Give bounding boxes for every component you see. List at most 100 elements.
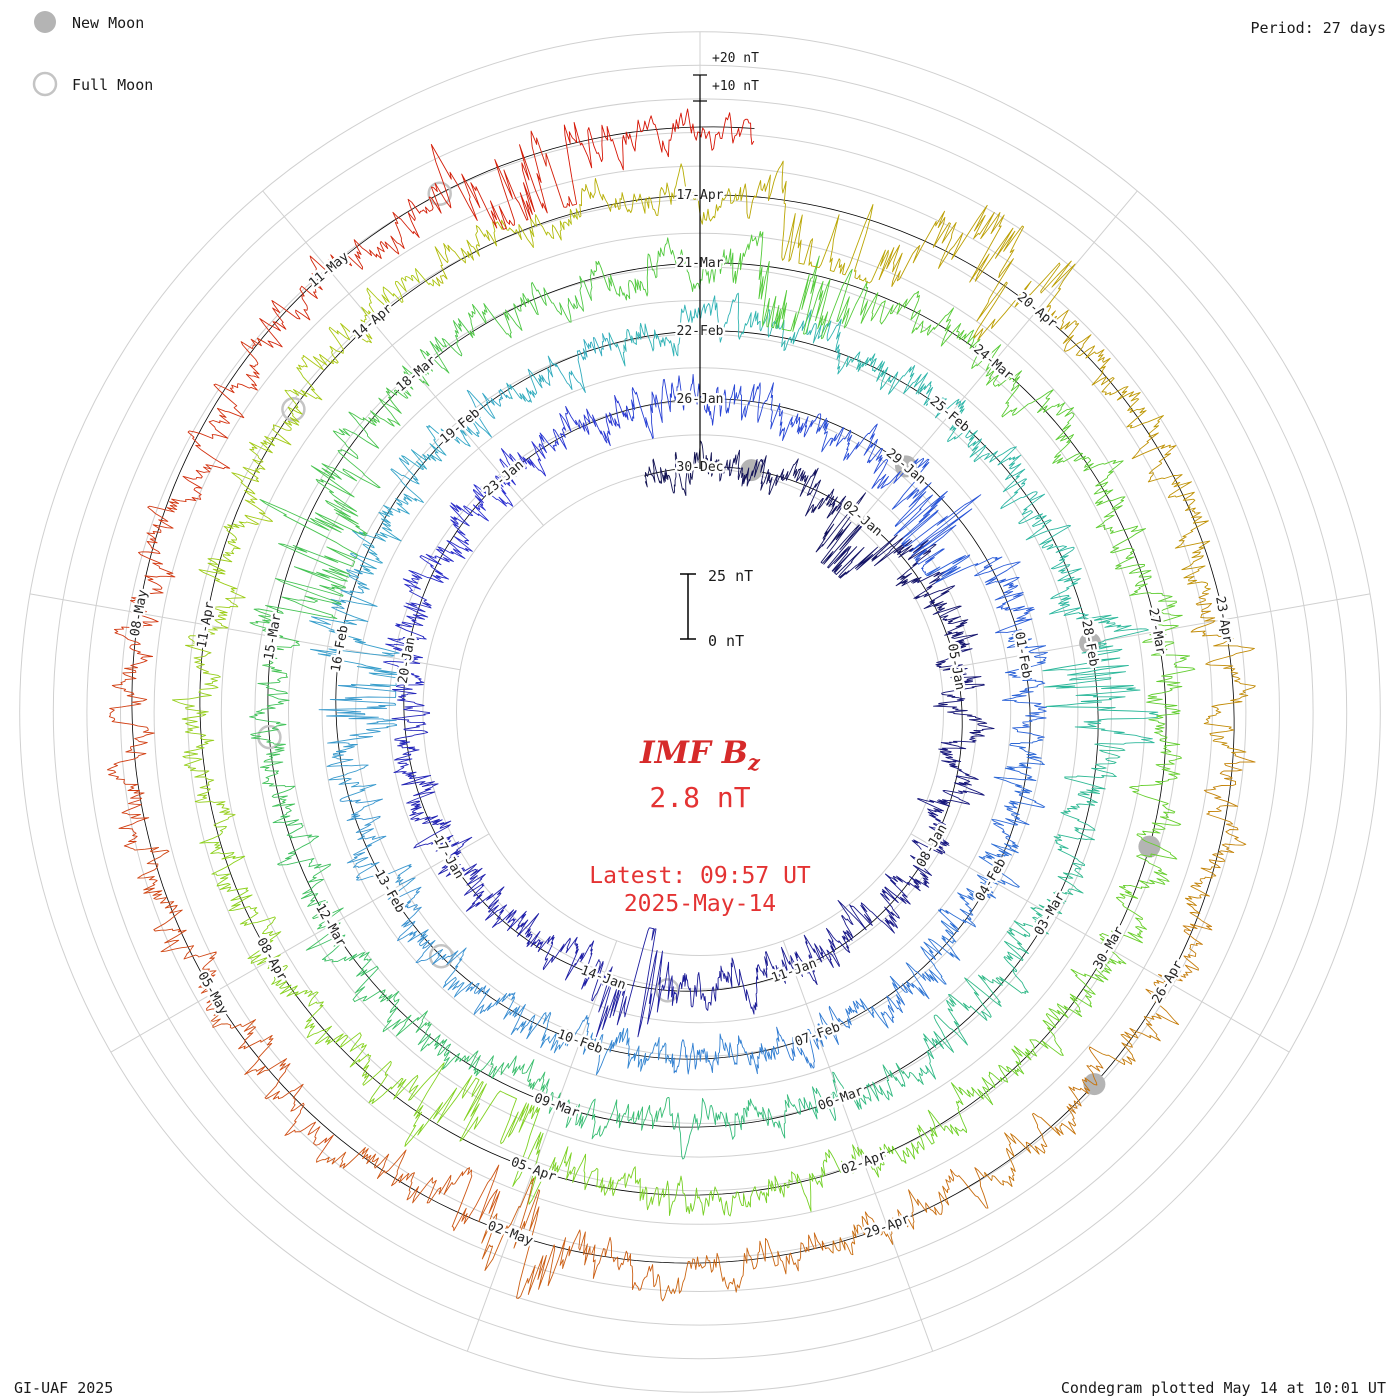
bz-trace-segment — [912, 569, 979, 653]
credit-label: GI-UAF 2025 — [14, 1379, 113, 1397]
date-label: 14-Apr — [350, 301, 396, 343]
bz-trace-segment — [563, 108, 748, 178]
bz-trace-segment — [883, 920, 961, 1024]
bz-trace-segment — [734, 230, 869, 340]
bz-trace-segment — [933, 648, 995, 736]
bz-trace-segment — [842, 351, 966, 419]
bz-trace-segment — [1041, 304, 1164, 438]
bz-trace-segment — [368, 1062, 535, 1147]
date-label: 30-Mar — [1091, 924, 1128, 972]
bz-trace-segment — [538, 395, 629, 459]
bz-trace-segment — [1184, 754, 1256, 922]
bz-trace-segment — [983, 1046, 1104, 1187]
bz-trace-segment — [860, 290, 1002, 377]
date-label: 11-Jan — [770, 956, 819, 986]
bz-trace-segment — [1096, 920, 1213, 1066]
bz-trace-segment — [740, 160, 889, 284]
center-title-sub: z — [747, 750, 761, 775]
bz-trace-segment — [732, 292, 844, 375]
bz-trace-segment — [608, 295, 734, 367]
bz-trace-segment — [515, 913, 595, 990]
bz-trace-segment — [725, 382, 822, 441]
bz-trace-segment — [417, 1031, 546, 1093]
bz-trace-segment — [991, 738, 1046, 844]
bz-trace-segment — [259, 411, 381, 567]
date-label: 13-Feb — [371, 867, 408, 915]
center-title-main: IMF B — [639, 735, 748, 771]
date-label: 08-Apr — [253, 935, 290, 983]
bz-trace-segment — [1093, 460, 1173, 602]
bz-trace-segment — [199, 825, 287, 972]
date-label: 06-Mar — [816, 1084, 865, 1114]
bz-trace-segment — [761, 927, 843, 986]
bz-trace-segment — [950, 1013, 1064, 1136]
bz-trace-segment — [271, 965, 392, 1086]
spiral-layer — [131, 126, 1235, 1264]
bz-trace-segment — [1001, 637, 1048, 739]
date-label: 18-Mar — [394, 353, 440, 395]
bz-trace-segment — [185, 521, 246, 674]
bz-trace-segment — [815, 417, 914, 489]
full-moon-marker — [427, 181, 452, 206]
bz-trace-segment — [561, 1014, 674, 1076]
bz-trace-segment — [397, 130, 578, 238]
scale-0nt-label: 0 nT — [708, 632, 744, 650]
bz-trace-segment — [393, 886, 467, 998]
bz-trace-segment — [828, 1167, 989, 1256]
bz-trace-segment — [402, 502, 473, 592]
bz-trace-segment — [465, 268, 595, 339]
bz-trace-segment — [719, 449, 802, 495]
new-moon-legend-icon — [34, 11, 56, 33]
bz-trace-segment — [350, 457, 424, 575]
period-label: Period: 27 days — [1251, 19, 1386, 37]
grid-spoke — [466, 940, 618, 1352]
bz-trace-segment — [892, 808, 950, 892]
bz-trace-segment — [316, 1146, 501, 1232]
bz-trace-segment — [1131, 432, 1211, 593]
bz-trace-segment — [1053, 743, 1126, 870]
date-label: 02-Apr — [839, 1148, 888, 1178]
date-label: 04-Feb — [973, 856, 1010, 904]
date-label: 23-Apr — [1212, 595, 1235, 644]
bz-trace-segment — [653, 1232, 829, 1302]
bz-trace-segment — [579, 163, 742, 225]
bz-trace-segment — [1190, 591, 1256, 755]
bz-trace-segment — [747, 119, 755, 145]
bz-trace-segment — [827, 519, 937, 587]
bz-trace-segment — [1042, 614, 1159, 745]
date-label: 02-Jan — [839, 498, 885, 540]
date-label: 14-Jan — [578, 963, 627, 993]
bz-trace-segment — [512, 1106, 662, 1211]
bz-trace-segment — [1018, 510, 1100, 620]
grid-spoke — [29, 593, 461, 671]
date-label: 20-Jan — [396, 636, 419, 685]
bz-trace-segment — [672, 1033, 780, 1075]
bz-trace-segment — [249, 678, 296, 810]
new-moon-marker — [1079, 632, 1102, 655]
date-label: 29-Jan — [883, 446, 929, 488]
bz-trace-segment — [182, 337, 274, 502]
full-moon-legend-label: Full Moon — [72, 76, 153, 94]
bz-trace-segment — [348, 318, 467, 427]
bz-trace-segment — [320, 934, 432, 1037]
grid-spoke — [782, 940, 934, 1352]
bz-trace-segment — [891, 457, 982, 575]
date-label: 11-May — [306, 249, 352, 291]
bz-trace-segment — [113, 498, 190, 669]
bz-trace-segment — [837, 873, 911, 953]
bz-trace-segment — [1003, 868, 1084, 993]
bz-trace-segment — [676, 957, 763, 1015]
bz-trace-segment — [296, 268, 441, 371]
scale-25nt-label: 25 nT — [708, 567, 753, 585]
bz-trace-segment — [919, 974, 1029, 1080]
grid-spoke — [262, 190, 544, 526]
new-moon-marker — [1138, 835, 1161, 858]
date-label: 08-May — [128, 588, 151, 637]
bz-trace-segment — [985, 369, 1105, 472]
bz-trace-segment — [401, 388, 508, 470]
grid-spoke — [110, 833, 490, 1053]
bz-trace-segment — [309, 568, 400, 688]
date-label: 02-May — [485, 1219, 534, 1249]
